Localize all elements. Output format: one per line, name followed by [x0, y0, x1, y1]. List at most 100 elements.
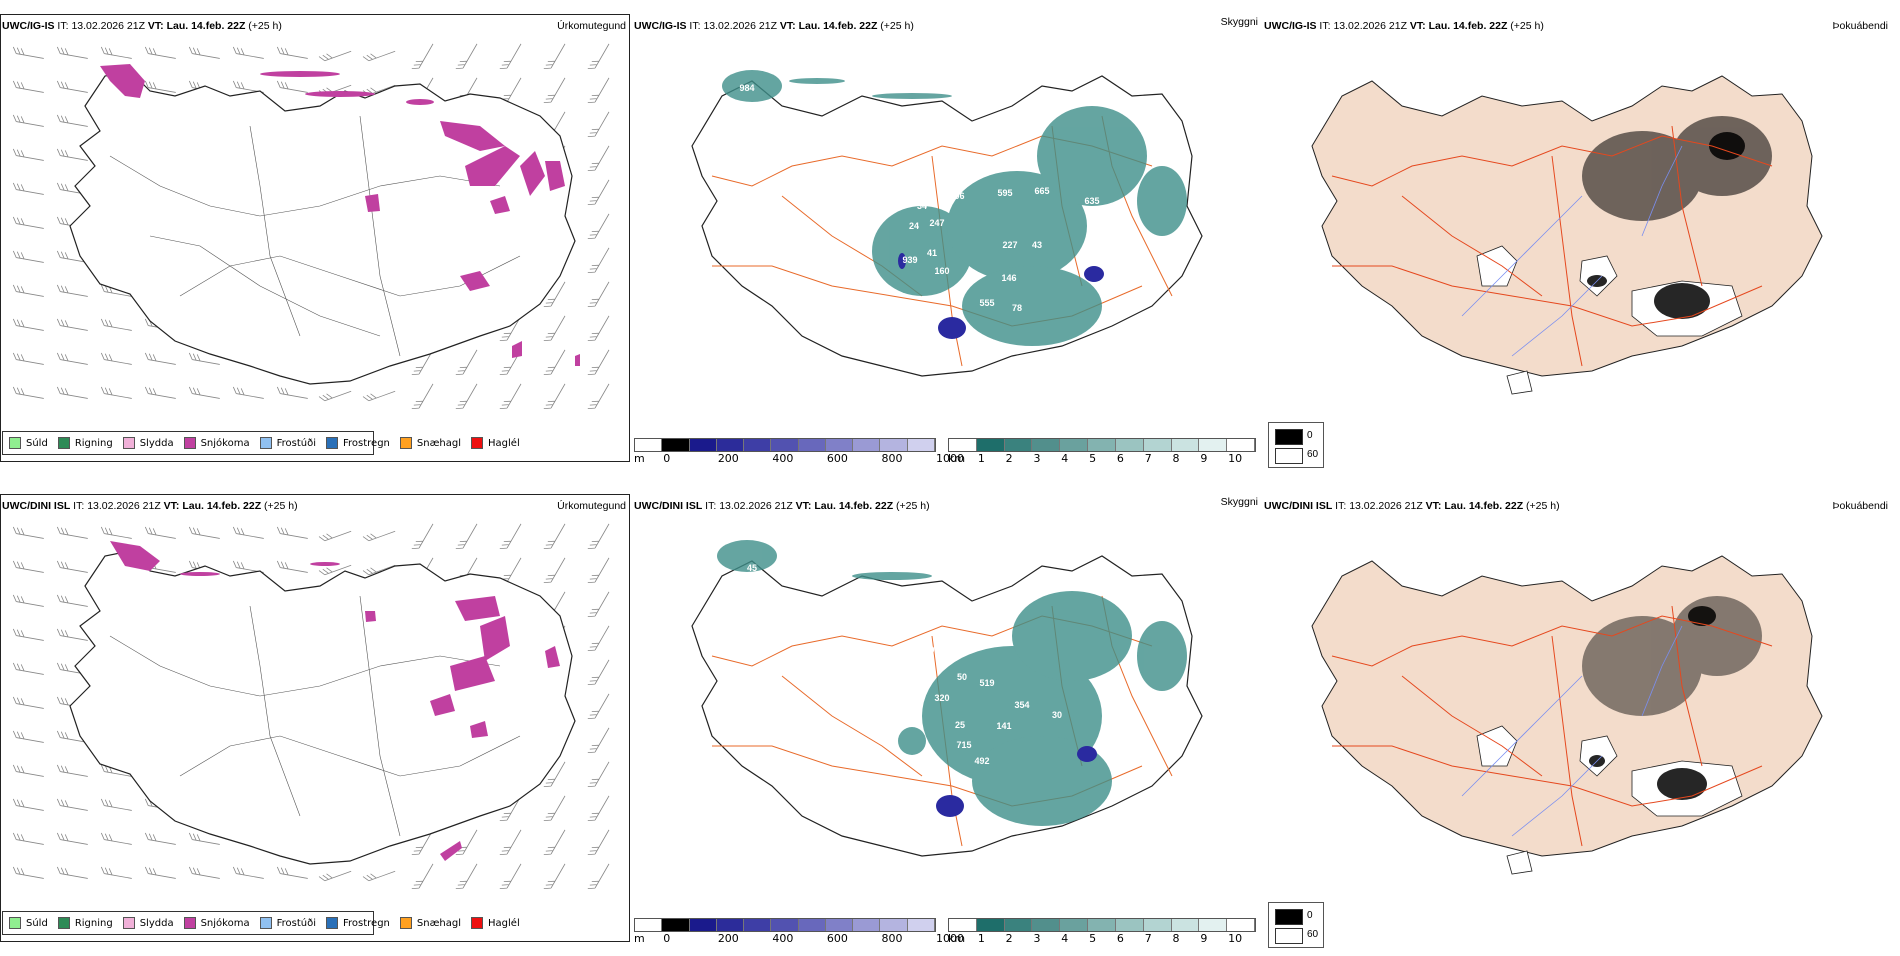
wind-barb [56, 832, 88, 845]
it-label: IT: [705, 500, 717, 512]
wind-barb [100, 764, 132, 777]
wind-barb [100, 386, 132, 399]
colorbar-segment [744, 919, 772, 931]
colorbar-unit: m [634, 932, 645, 945]
legend-swatch [183, 437, 196, 449]
colorbar-segment [907, 919, 935, 931]
colorbar-unit: m [634, 452, 645, 465]
legend-label: Súld [26, 437, 48, 449]
wind-barb [587, 727, 610, 753]
it-label: IT: [1335, 500, 1347, 512]
wind-barb [56, 628, 88, 641]
colorbar-segment [635, 439, 663, 451]
ceiling-label: 146 [1001, 273, 1016, 283]
colorbar-tick-label: 2 [1005, 932, 1013, 945]
wind-barb [56, 526, 88, 539]
legend-item-snaehagl: Snæhagl [399, 437, 462, 449]
wind-barb [499, 523, 522, 549]
fog-label-60: 60 [1307, 929, 1319, 940]
legend-swatch [326, 917, 338, 929]
wind-barb [276, 80, 308, 93]
roads [1331, 605, 1773, 847]
model-name: UWC/DINI ISL [1264, 500, 1333, 512]
wind-barb [12, 386, 44, 399]
wind-barb [188, 866, 220, 879]
wind-barb [12, 284, 44, 297]
wind-barb [411, 523, 434, 549]
colorbar-tick-label: 600 [826, 932, 848, 945]
iceland-coastline [69, 550, 576, 865]
ceiling-label: 665 [1034, 186, 1049, 196]
panel-header: UWC/DINI ISL IT: 13.02.2026 21Z VT: Lau.… [1264, 500, 1560, 512]
ceiling-label: 519 [979, 678, 994, 688]
colorbar-tick-label: 8 [1172, 452, 1180, 465]
wind-barb [12, 318, 44, 331]
wind-barb [411, 383, 434, 409]
colorbar-segment [907, 439, 935, 451]
ceiling-label: 354 [1014, 700, 1029, 710]
wind-barb [587, 863, 610, 889]
panel-header: UWC/IG-IS IT: 13.02.2026 21Z VT: Lau. 14… [634, 20, 914, 32]
precip-type-legend: Súld Rigning Slydda Snjókoma Frostúði Fr… [2, 911, 520, 935]
wind-barb [144, 526, 176, 539]
model-name: UWC/IG-IS [634, 20, 687, 32]
colorbar-segment [689, 919, 717, 931]
it-value: 13.02.2026 21Z [703, 20, 777, 32]
panel-title: Þokuábendi [1832, 500, 1888, 512]
ceiling-label: 160 [934, 266, 949, 276]
lead-time: (+25 h) [896, 500, 930, 512]
colorbar-segment [689, 439, 717, 451]
wind-barb [188, 352, 220, 365]
wind-barb [362, 50, 396, 62]
legend-label: Rigning [74, 917, 113, 929]
wind-barb [587, 179, 610, 205]
legend-item-rigning: Rigning [57, 917, 113, 929]
row-ig-is: UWC/IG-IS IT: 13.02.2026 21Z VT: Lau. 14… [0, 14, 1900, 476]
ceiling-label: 24 [909, 221, 919, 231]
colorbar-segment [1060, 919, 1089, 931]
it-value: 13.02.2026 21Z [71, 20, 145, 32]
vt-label: VT: [1409, 20, 1426, 32]
wind-barb [188, 46, 220, 59]
legend-label: Snjókoma [200, 917, 250, 929]
wind-barb [56, 318, 88, 331]
wind-barb [499, 349, 522, 375]
colorbar-tick-label: 3 [1033, 452, 1041, 465]
legend-swatch [9, 917, 21, 929]
fog-map [1311, 75, 1823, 395]
colorbar-tick-label: 4 [1061, 452, 1069, 465]
it-label: IT: [73, 500, 85, 512]
wind-barb [56, 386, 88, 399]
it-label: IT: [1319, 20, 1331, 32]
roads [109, 115, 521, 357]
wind-barb [587, 557, 610, 583]
panel-visibility: UWC/DINI ISL IT: 13.02.2026 21Z VT: Lau.… [632, 494, 1324, 956]
wind-barb [56, 866, 88, 879]
colorbar-tick-label: 5 [1089, 932, 1097, 945]
panel-header: UWC/IG-IS IT: 13.02.2026 21Z VT: Lau. 14… [1264, 20, 1544, 32]
panel-title: Skyggni [1220, 496, 1258, 508]
ceiling-label: 43 [902, 621, 912, 631]
colorbar-segment [1227, 919, 1255, 931]
ceiling-label: 984 [739, 83, 754, 93]
panel-precip-type: UWC/IG-IS IT: 13.02.2026 21Z VT: Lau. 14… [0, 14, 632, 476]
wind-barb [12, 696, 44, 709]
wind-barb [411, 349, 434, 375]
colorbar-segment [1004, 919, 1033, 931]
wind-barb [543, 557, 566, 583]
legend-swatch [57, 437, 70, 449]
wind-barb [144, 80, 176, 93]
vt-value: Lau. 14.feb. 22Z [1428, 20, 1508, 32]
vt-label: VT: [147, 20, 164, 32]
wind-barb [12, 832, 44, 845]
ceiling-shading [898, 253, 1104, 339]
colorbar-tick-label: 0 [663, 452, 671, 465]
ceiling-label: 715 [956, 740, 971, 750]
legend-label: Snæhagl [416, 437, 462, 449]
wind-barb [276, 386, 308, 399]
panel-visibility: UWC/IG-IS IT: 13.02.2026 21Z VT: Lau. 14… [632, 14, 1324, 476]
lead-time: (+25 h) [264, 500, 298, 512]
legend-swatch [399, 437, 412, 449]
colorbar-segment [880, 919, 908, 931]
